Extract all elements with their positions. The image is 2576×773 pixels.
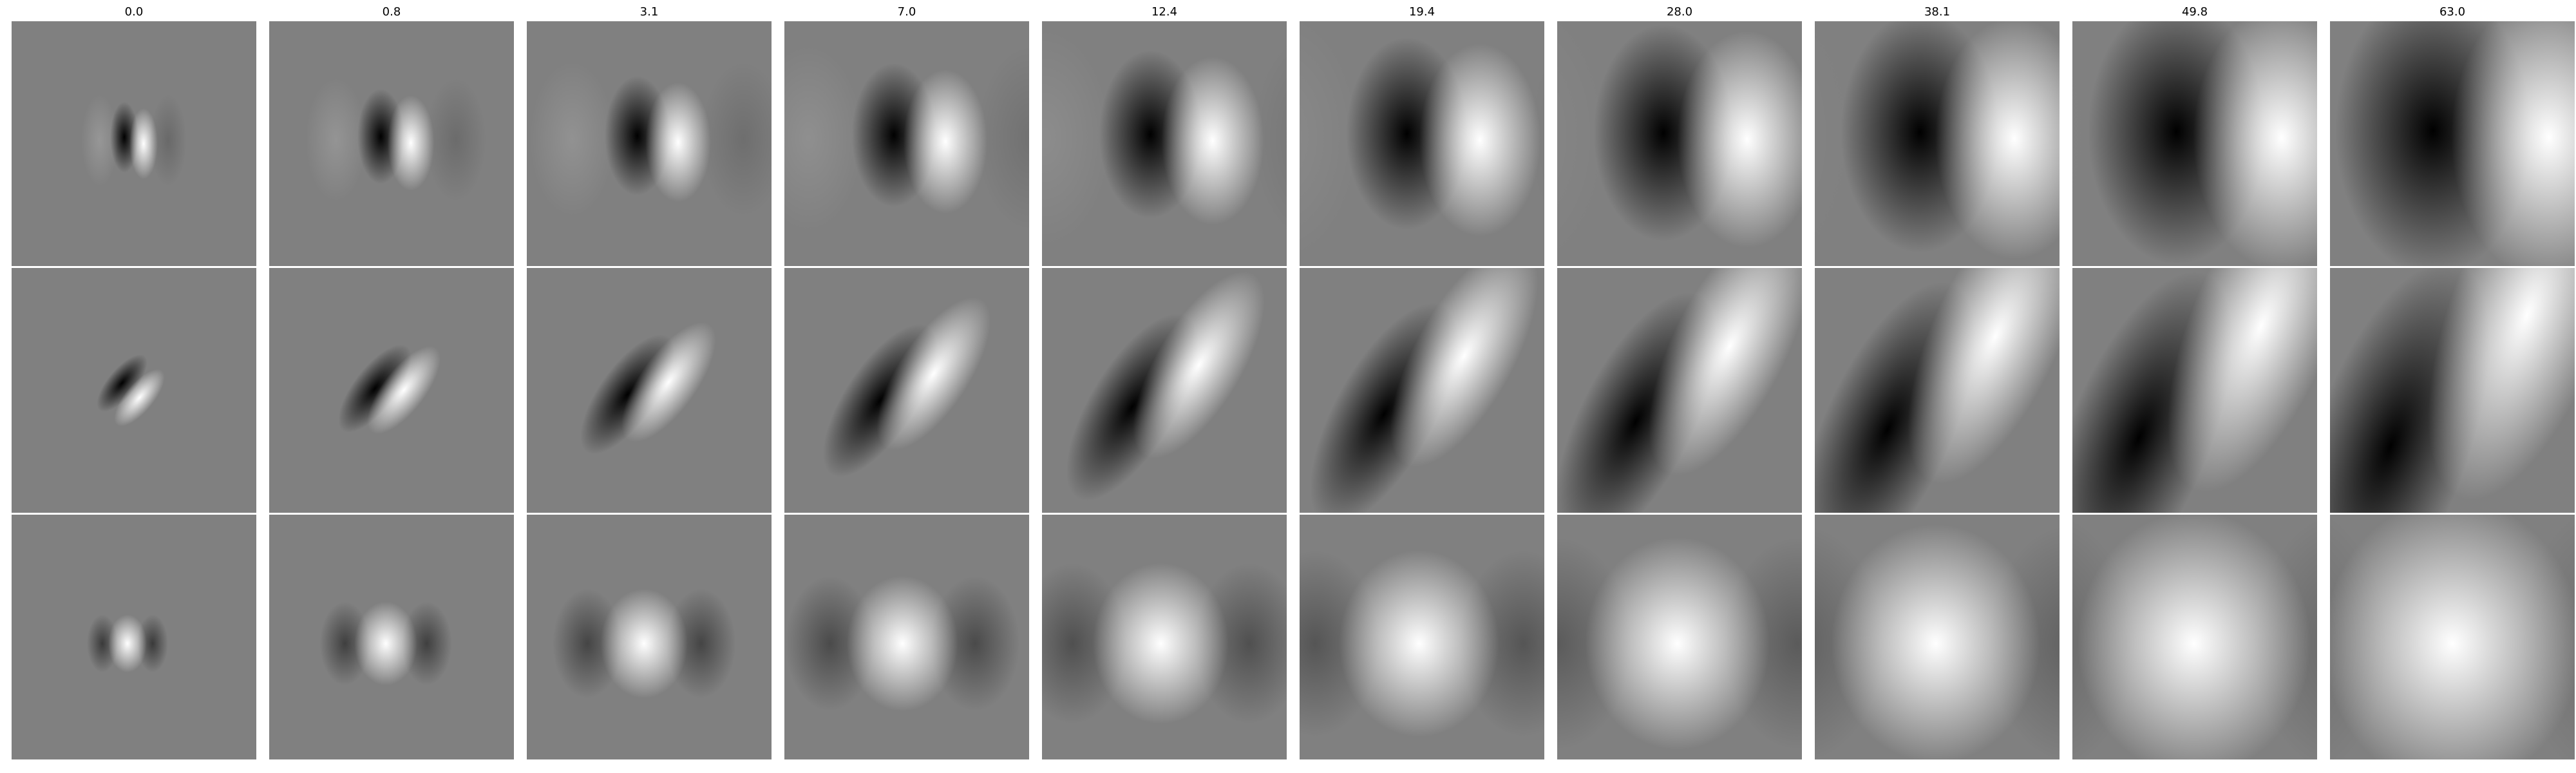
column-title-5: 12.4 bbox=[1151, 5, 1178, 19]
blob-bright bbox=[2428, 268, 2575, 501]
blob-dark bbox=[666, 589, 736, 698]
filter-panel-r3-c4 bbox=[784, 515, 1029, 759]
blob-bright bbox=[1419, 44, 1541, 236]
blob-dark bbox=[401, 602, 452, 685]
blob-bright bbox=[387, 95, 435, 191]
column-title-7: 28.0 bbox=[1666, 5, 1693, 19]
blob-bright bbox=[2330, 515, 2575, 759]
blob-dark bbox=[1526, 58, 1544, 216]
blob-dark bbox=[137, 615, 168, 673]
blob-bright bbox=[129, 108, 158, 179]
column-title-6: 19.4 bbox=[1408, 5, 1435, 19]
blob-bright bbox=[2330, 24, 2354, 243]
blob-bright bbox=[2072, 21, 2105, 256]
filter-panel-r2-c5 bbox=[1042, 268, 1287, 513]
blob-dark bbox=[97, 354, 147, 412]
filter-panel-r1-c5 bbox=[1042, 21, 1287, 266]
blob-bright bbox=[2193, 21, 2317, 266]
filter-panel-r1-c1 bbox=[12, 21, 256, 266]
blob-bright bbox=[1300, 21, 1360, 259]
blob-bright bbox=[1585, 537, 1770, 750]
blob-bright bbox=[2451, 21, 2575, 266]
filter-panel-r2-c7 bbox=[1557, 268, 1802, 513]
filter-panel-r2-c6 bbox=[1300, 268, 1544, 513]
blob-bright bbox=[1677, 31, 1802, 248]
filter-panel-r1-c2 bbox=[269, 21, 514, 266]
filter-panel-r2-c2 bbox=[269, 268, 514, 513]
blob-bright bbox=[1092, 563, 1229, 724]
filter-panel-r1-c4 bbox=[784, 21, 1029, 266]
blob-dark bbox=[87, 615, 118, 673]
filter-panel-r3-c6 bbox=[1300, 515, 1544, 759]
blob-dark bbox=[785, 576, 875, 711]
blob-bright bbox=[645, 82, 711, 202]
filter-panel-r1-c10 bbox=[2330, 21, 2575, 266]
filter-panel-r3-c7 bbox=[1557, 515, 1802, 759]
blob-bright bbox=[1908, 268, 2060, 484]
blob-bright bbox=[529, 61, 615, 217]
blob-bright bbox=[1133, 271, 1265, 459]
filter-panel-r3-c10 bbox=[2330, 515, 2575, 759]
blob-bright bbox=[846, 576, 958, 711]
blob-dark bbox=[976, 44, 1029, 232]
blob-bright bbox=[1831, 524, 2040, 759]
column-title-4: 7.0 bbox=[897, 5, 916, 19]
column-title-3: 3.1 bbox=[639, 5, 659, 19]
blob-dark bbox=[425, 77, 487, 202]
blob-bright bbox=[1339, 550, 1499, 737]
filter-panel-r3-c8 bbox=[1815, 515, 2060, 759]
column-title-8: 38.1 bbox=[1924, 5, 1951, 19]
blob-bright bbox=[876, 297, 991, 450]
filter-panel-r3-c1 bbox=[12, 515, 256, 759]
filter-panel-r3-c2 bbox=[269, 515, 514, 759]
column-title-1: 0.0 bbox=[124, 5, 144, 19]
blob-bright bbox=[1648, 268, 1802, 476]
blob-bright bbox=[1161, 57, 1264, 225]
blob-bright bbox=[114, 368, 165, 426]
blob-dark bbox=[149, 94, 187, 187]
blob-bright bbox=[108, 615, 147, 673]
filter-panel-r2-c8 bbox=[1815, 268, 2060, 513]
column-title-10: 63.0 bbox=[2439, 5, 2466, 19]
column-title-2: 0.8 bbox=[382, 5, 401, 19]
filter-panel-r2-c3 bbox=[527, 268, 772, 513]
blob-bright bbox=[354, 602, 417, 685]
filter-panel-r1-c8 bbox=[1815, 21, 2060, 266]
blob-bright bbox=[600, 589, 688, 698]
blob-bright bbox=[1935, 21, 2060, 260]
blob-bright bbox=[621, 322, 716, 443]
column-title-9: 49.8 bbox=[2181, 5, 2208, 19]
blob-bright bbox=[1042, 28, 1112, 247]
filter-panel-r2-c9 bbox=[2072, 268, 2317, 513]
filter-panel-r3-c3 bbox=[527, 515, 772, 759]
blob-dark bbox=[319, 602, 370, 685]
filter-panel-r1-c7 bbox=[1557, 21, 1802, 266]
filter-panel-r2-c1 bbox=[12, 268, 256, 513]
filter-panel-r1-c3 bbox=[527, 21, 772, 266]
blob-bright bbox=[903, 70, 988, 214]
blob-bright bbox=[2077, 515, 2311, 759]
blob-bright bbox=[1815, 21, 1857, 262]
blob-bright bbox=[1390, 268, 1539, 468]
filter-panel-r1-c9 bbox=[2072, 21, 2317, 266]
blob-dark bbox=[552, 589, 623, 698]
filter-panel-r3-c5 bbox=[1042, 515, 1287, 759]
blob-bright bbox=[81, 94, 118, 187]
blob-dark bbox=[338, 344, 412, 433]
filter-panel-r2-c10 bbox=[2330, 268, 2575, 513]
filter-panel-r2-c4 bbox=[784, 268, 1029, 513]
blob-bright bbox=[784, 44, 864, 232]
blob-dark bbox=[700, 61, 772, 217]
blob-dark bbox=[1251, 41, 1287, 234]
blob-dark bbox=[930, 576, 1020, 711]
filter-panel-r3-c9 bbox=[2072, 515, 2317, 759]
blob-bright bbox=[367, 346, 441, 434]
blob-bright bbox=[2167, 268, 2317, 492]
filter-panel-r1-c6 bbox=[1300, 21, 1544, 266]
blob-bright bbox=[1557, 21, 1609, 263]
blob-bright bbox=[305, 77, 367, 202]
